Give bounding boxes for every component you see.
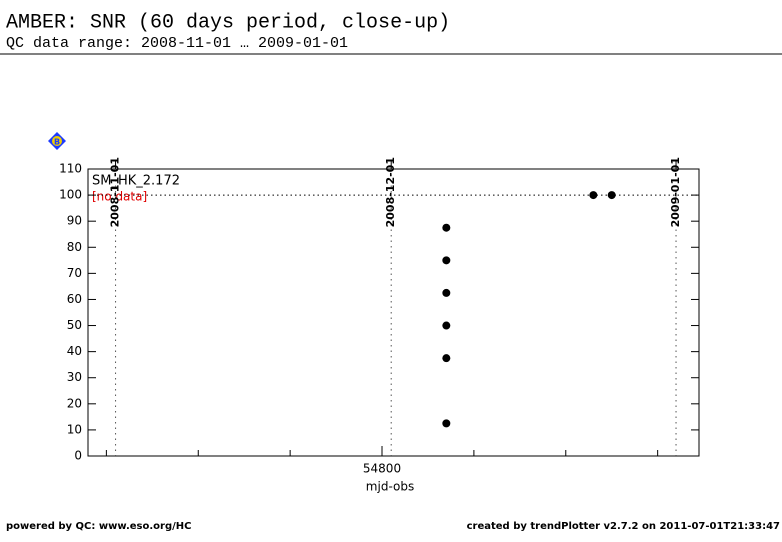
point <box>589 191 598 200</box>
icon-label: B <box>54 138 60 147</box>
footer-right: created by trendPlotter v2.7.2 on 2011-0… <box>467 521 780 532</box>
footer-left: powered by QC: www.eso.org/HC <box>6 521 191 532</box>
y-tick-label: 60 <box>67 292 82 306</box>
y-tick-label: 70 <box>67 266 82 280</box>
point <box>442 288 451 297</box>
chart-subtitle: QC data range: 2008-11-01 … 2009-01-01 <box>6 35 348 52</box>
y-tick-label: 110 <box>59 162 82 176</box>
y-tick-label: 50 <box>67 318 82 332</box>
y-tick-label: 90 <box>67 214 82 228</box>
point <box>442 354 451 363</box>
y-tick-label: 0 <box>74 449 82 463</box>
chart-title: AMBER: SNR (60 days period, close-up) <box>6 11 450 34</box>
point <box>442 223 451 232</box>
annotation: [no data] <box>92 190 147 204</box>
date-label: 2008-12-01 <box>384 157 397 227</box>
y-tick-label: 10 <box>67 422 82 436</box>
plot-frame <box>87 168 700 457</box>
x-axis-label: mjd-obs <box>366 480 414 494</box>
point <box>607 191 616 200</box>
y-tick-label: 40 <box>67 344 82 358</box>
y-tick-label: 30 <box>67 370 82 384</box>
point <box>442 256 451 265</box>
point <box>442 419 451 428</box>
date-label: 2009-01-01 <box>669 157 682 227</box>
date-label: 2008-11-01 <box>109 157 122 227</box>
x-tick-label: 54800 <box>363 462 401 476</box>
y-tick-label: 80 <box>67 240 82 254</box>
annotation: SM_HK_2.172 <box>92 174 180 189</box>
y-tick-label: 20 <box>67 396 82 410</box>
point <box>442 321 451 330</box>
y-tick-label: 100 <box>59 188 82 202</box>
icon <box>52 136 62 146</box>
